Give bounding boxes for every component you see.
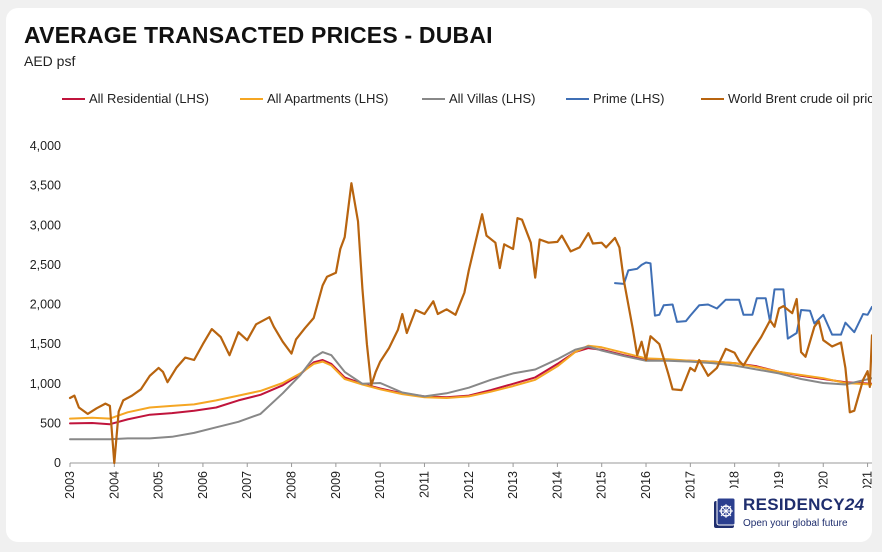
x-tick-label: 2012 — [462, 471, 476, 499]
y-tick-label: 3,500 — [30, 179, 61, 193]
x-tick-label: 2005 — [152, 471, 166, 499]
y-tick-label: 2,000 — [30, 298, 61, 312]
x-tick-label: 2017 — [683, 471, 697, 499]
x-tick-label: 2021 — [861, 471, 872, 499]
y-tick-label: 4,000 — [30, 139, 61, 153]
x-tick-label: 2008 — [285, 471, 299, 499]
legend-swatch — [240, 98, 263, 100]
legend-swatch — [62, 98, 85, 100]
x-tick-label: 2014 — [550, 471, 564, 499]
chart-title: AVERAGE TRANSACTED PRICES - DUBAI — [24, 22, 493, 48]
y-tick-label: 3,000 — [30, 218, 61, 232]
chart-card: AVERAGE TRANSACTED PRICES - DUBAI AED ps… — [6, 8, 872, 542]
series-line — [614, 261, 872, 340]
y-tick-label: 1,000 — [30, 377, 61, 391]
legend-label: All Residential (LHS) — [89, 91, 209, 106]
x-tick-label: 2006 — [196, 471, 210, 499]
legend-label: World Brent crude oil price — [728, 91, 872, 106]
legend-label: All Villas (LHS) — [449, 91, 536, 106]
y-tick-label: 500 — [40, 416, 61, 430]
line-chart: 0 500 1,000 1,500 2,000 2,500 3,000 3,500 4,000 2… — [30, 139, 872, 499]
brand-name: RESIDENCY24 — [743, 495, 865, 514]
x-tick-label: 2015 — [595, 471, 609, 499]
y-tick-label: 2,500 — [30, 258, 61, 272]
x-tick-label: 2013 — [506, 471, 520, 499]
legend-swatch — [422, 98, 445, 100]
legend-swatch — [701, 98, 724, 100]
chart-subtitle: AED psf — [24, 53, 76, 69]
y-tick-label: 0 — [54, 456, 61, 470]
x-tick-label: 2007 — [240, 471, 254, 499]
series-line — [69, 345, 872, 441]
x-tick-label: 2004 — [107, 471, 121, 499]
x-tick-label: 2009 — [329, 471, 343, 499]
x-tick-label: 2016 — [639, 471, 653, 499]
chart-legend: All Residential (LHS) All Apartments (LHS… — [26, 91, 872, 107]
x-tick-label: 2010 — [373, 471, 387, 499]
series-line — [68, 182, 872, 465]
brand-tagline: Open your global future — [743, 518, 848, 529]
legend-swatch — [566, 98, 589, 100]
series-line — [69, 344, 872, 420]
legend-label: All Apartments (LHS) — [267, 91, 389, 106]
x-tick-label: 2003 — [63, 471, 77, 499]
brand-emblem-icon — [714, 498, 736, 528]
x-tick-label: 2011 — [417, 471, 431, 498]
brand-logo: RESIDENCY24 Open your global future — [706, 488, 872, 542]
y-tick-label: 1,500 — [30, 337, 61, 351]
legend-label: Prime (LHS) — [593, 91, 665, 106]
